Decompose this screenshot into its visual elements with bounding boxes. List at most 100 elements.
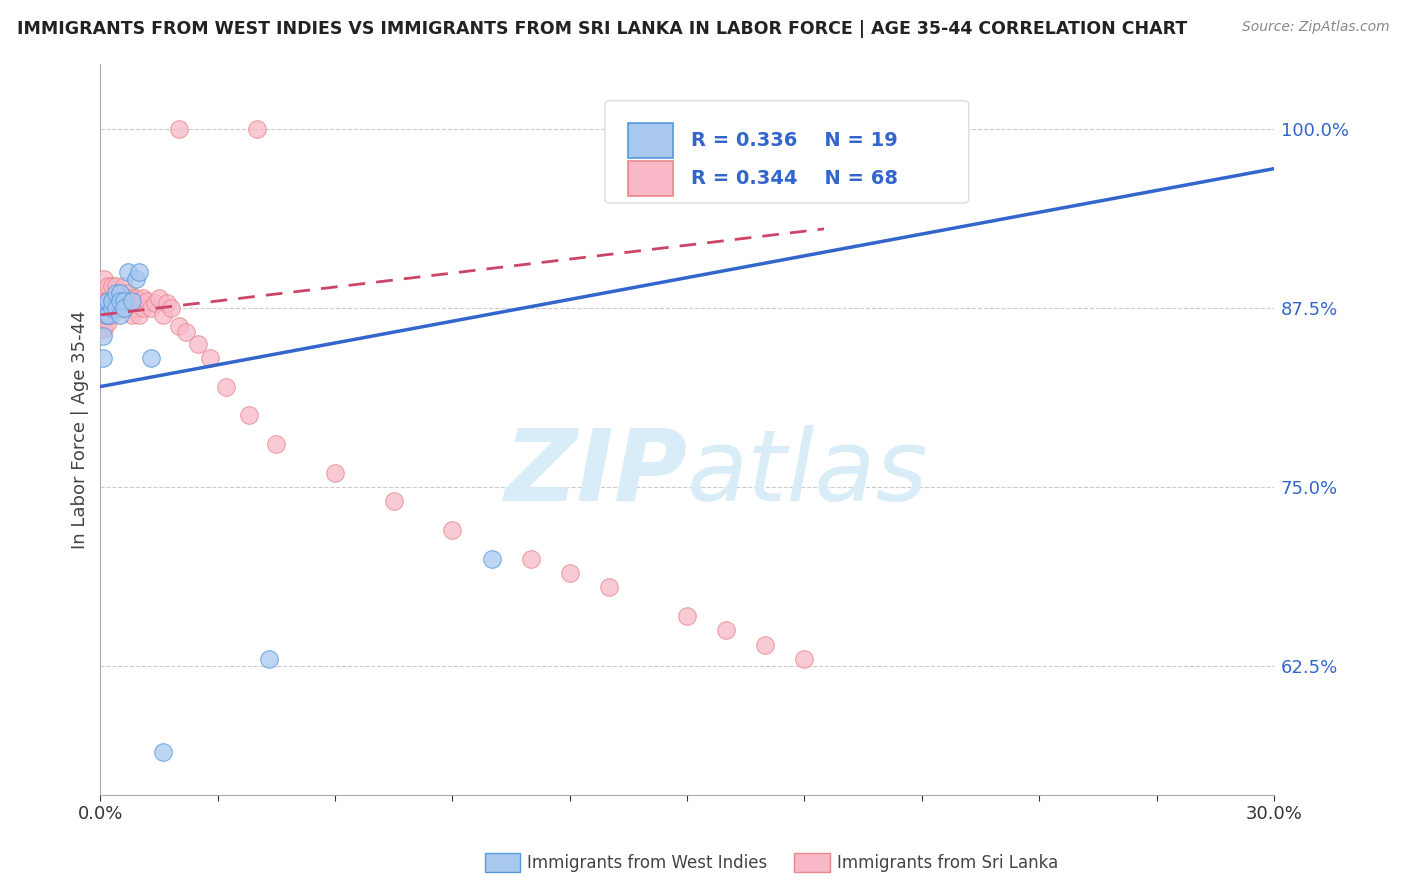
Point	[94, 293, 117, 308]
Point	[105, 286, 128, 301]
Y-axis label: In Labor Force | Age 35-44: In Labor Force | Age 35-44	[72, 310, 89, 549]
Point	[96, 308, 118, 322]
Point	[108, 308, 131, 322]
Point	[91, 308, 114, 322]
Point	[117, 265, 139, 279]
Point	[519, 551, 541, 566]
Point	[323, 466, 346, 480]
Point	[657, 124, 679, 138]
Point	[246, 121, 269, 136]
Point	[97, 279, 120, 293]
Point	[97, 293, 120, 308]
Bar	[628, 123, 673, 158]
Point	[105, 301, 128, 315]
Text: R = 0.336    N = 19: R = 0.336 N = 19	[690, 131, 897, 150]
Point	[266, 437, 288, 451]
Point	[793, 652, 815, 666]
Point	[93, 322, 115, 336]
Point	[97, 293, 120, 308]
Point	[121, 308, 143, 322]
Text: IMMIGRANTS FROM WEST INDIES VS IMMIGRANTS FROM SRI LANKA IN LABOR FORCE | AGE 35: IMMIGRANTS FROM WEST INDIES VS IMMIGRANT…	[17, 20, 1187, 37]
Point	[108, 286, 131, 301]
Point	[117, 286, 139, 301]
Text: Source: ZipAtlas.com: Source: ZipAtlas.com	[1241, 20, 1389, 34]
Point	[112, 279, 135, 293]
Point	[132, 301, 155, 315]
Point	[754, 638, 776, 652]
Point	[101, 308, 124, 322]
Point	[94, 301, 117, 315]
Point	[96, 301, 118, 315]
Point	[716, 624, 738, 638]
Point	[101, 293, 124, 308]
Point	[132, 291, 155, 305]
Point	[117, 296, 139, 310]
Point	[167, 319, 190, 334]
Point	[198, 351, 221, 365]
Point	[91, 293, 114, 308]
Point	[94, 308, 117, 322]
Point	[676, 608, 699, 623]
Point	[214, 379, 236, 393]
Point	[112, 293, 135, 308]
Point	[93, 286, 115, 301]
Point	[148, 291, 170, 305]
FancyBboxPatch shape	[605, 101, 969, 203]
Point	[121, 293, 143, 308]
Bar	[628, 161, 673, 196]
Point	[128, 265, 150, 279]
Point	[101, 301, 124, 315]
Point	[481, 551, 503, 566]
Point	[558, 566, 581, 580]
Point	[93, 272, 115, 286]
Point	[97, 301, 120, 315]
Point	[441, 523, 464, 537]
Point	[97, 315, 120, 329]
Point	[136, 293, 159, 308]
Text: ZIP: ZIP	[505, 425, 688, 522]
Point	[124, 301, 146, 315]
Point	[238, 409, 260, 423]
Point	[97, 308, 120, 322]
Point	[124, 291, 146, 305]
Point	[141, 301, 163, 315]
Point	[187, 336, 209, 351]
Point	[112, 301, 135, 315]
Point	[105, 301, 128, 315]
Point	[108, 293, 131, 308]
Point	[101, 279, 124, 293]
Text: R = 0.344    N = 68: R = 0.344 N = 68	[690, 169, 897, 188]
Point	[382, 494, 405, 508]
Point	[91, 322, 114, 336]
Point	[176, 325, 198, 339]
Point	[93, 293, 115, 308]
Text: Immigrants from Sri Lanka: Immigrants from Sri Lanka	[837, 854, 1057, 871]
Point	[93, 329, 115, 343]
Point	[644, 121, 666, 136]
Point	[101, 293, 124, 308]
Point	[128, 293, 150, 308]
Point	[128, 308, 150, 322]
Point	[257, 652, 280, 666]
Point	[152, 745, 174, 759]
Point	[152, 308, 174, 322]
Text: Immigrants from West Indies: Immigrants from West Indies	[527, 854, 768, 871]
Point	[141, 351, 163, 365]
Point	[598, 580, 620, 594]
Point	[101, 301, 124, 315]
Point	[93, 301, 115, 315]
Point	[93, 308, 115, 322]
Point	[108, 301, 131, 315]
Point	[124, 272, 146, 286]
Point	[91, 315, 114, 329]
Point	[156, 296, 179, 310]
Point	[112, 301, 135, 315]
Point	[143, 296, 166, 310]
Point	[159, 301, 181, 315]
Point	[93, 286, 115, 301]
Point	[167, 121, 190, 136]
Point	[108, 286, 131, 301]
Text: atlas: atlas	[688, 425, 929, 522]
Point	[105, 293, 128, 308]
Point	[93, 351, 115, 365]
